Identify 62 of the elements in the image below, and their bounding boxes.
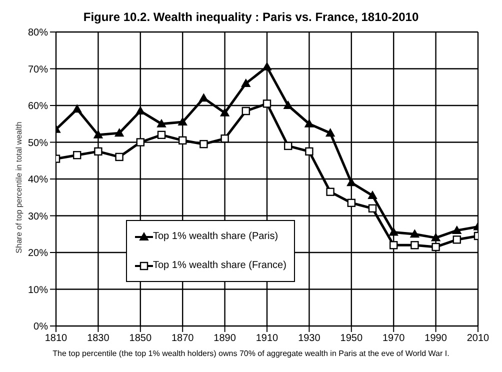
x-tick-label: 1810 (44, 333, 68, 344)
x-tick-label: 1830 (87, 333, 110, 344)
point (452, 236, 461, 244)
point (199, 94, 208, 102)
x-tick-label: 2010 (466, 333, 490, 344)
y-tick-label: 70% (28, 64, 48, 76)
x-tick-label: 1930 (298, 333, 321, 344)
point (115, 152, 124, 162)
point (73, 151, 82, 160)
y-tick-label: 50% (28, 138, 48, 149)
point (136, 106, 145, 115)
legend-label: Top 1% wealth share (France) (153, 260, 286, 271)
y-tick-label: 10% (28, 284, 48, 296)
y-tick-label: 40% (28, 174, 48, 186)
y-tick-label: 0% (34, 322, 48, 333)
x-tick-label: 1890 (214, 333, 236, 344)
point (326, 128, 335, 137)
y-tick-label: 80% (28, 28, 48, 39)
x-tick-label: 1850 (129, 333, 152, 344)
point (72, 104, 82, 113)
point (157, 119, 166, 128)
legend-label: Top 1% wealth share (Paris) (153, 231, 278, 242)
point (452, 226, 462, 234)
point (347, 198, 356, 207)
point (242, 106, 250, 116)
point (410, 230, 420, 238)
y-tick-label: 60% (28, 101, 48, 112)
point (284, 142, 292, 150)
text: The top percentile (the top 1% wealth holders) owns 70% of aggregate wealth in Paris at the eve of World War I. (52, 349, 450, 358)
x-tick-label: 1910 (256, 333, 279, 344)
point (284, 101, 293, 109)
x-tick-label: 1970 (382, 333, 406, 344)
point (178, 118, 188, 126)
point (200, 140, 208, 148)
point (432, 242, 440, 252)
point (241, 78, 250, 87)
point (304, 119, 314, 128)
point (136, 138, 144, 146)
point (262, 100, 272, 108)
x-tick-label: 1870 (171, 333, 194, 344)
point (220, 134, 229, 143)
point (368, 204, 377, 212)
point (326, 188, 334, 196)
point (157, 130, 166, 139)
point (305, 147, 314, 156)
point (390, 241, 398, 250)
point (94, 130, 103, 138)
point (178, 136, 187, 145)
y-tick-label: 20% (28, 248, 48, 260)
point (368, 191, 377, 200)
point (94, 147, 102, 156)
y-axis-title: Share of top percentile in total wealth (14, 121, 24, 253)
y-tick-label: 30% (28, 211, 48, 222)
x-tick-label: 1950 (340, 333, 363, 344)
chart-title: Figure 10.2. Wealth inequality : Paris vs. France, 1810-2010 (82, 9, 420, 26)
point (431, 233, 440, 242)
point (262, 62, 272, 70)
x-tick-label: 1990 (424, 333, 448, 344)
point (114, 128, 124, 137)
point (389, 228, 398, 236)
point (410, 241, 419, 250)
point (220, 108, 230, 116)
